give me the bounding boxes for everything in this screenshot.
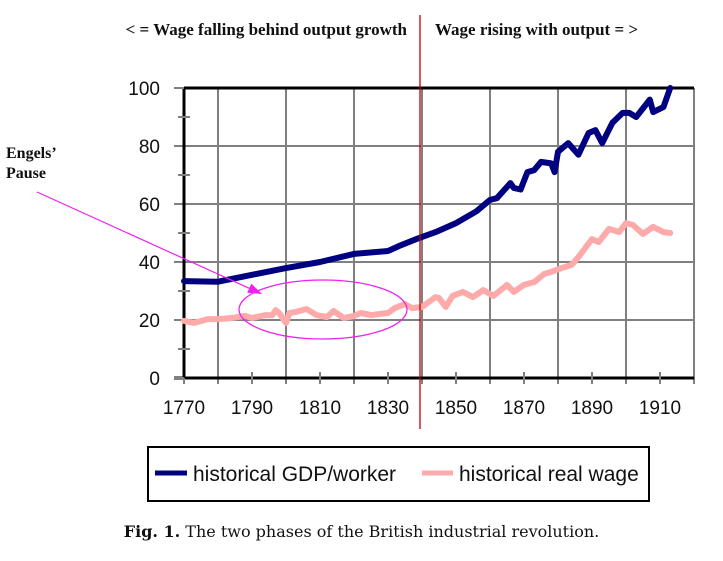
- legend: historical GDP/worker historical real wa…: [147, 446, 650, 502]
- y-tick-label: 80: [139, 137, 160, 158]
- engels-pause-label-line2: Pause: [6, 165, 46, 182]
- x-tick-label: 1910: [639, 398, 681, 419]
- axes: [174, 86, 694, 384]
- annotations-layer: < = Wage falling behind output growth Wa…: [6, 15, 638, 429]
- engels-pause-arrowhead: [247, 283, 262, 294]
- x-tick-label: 1790: [231, 398, 273, 419]
- y-axis-ticks: 0 20 40 60 80 100: [128, 79, 190, 390]
- legend-label-wage: historical real wage: [459, 463, 639, 486]
- x-tick-label: 1890: [571, 398, 613, 419]
- x-tick-label: 1810: [299, 398, 341, 419]
- figure-caption-label: Fig. 1.: [123, 522, 181, 541]
- series-line-gdp-per-worker: [181, 85, 674, 285]
- right-phase-label: Wage rising with output = >: [435, 20, 638, 39]
- y-tick-label: 20: [139, 311, 160, 332]
- y-tick-label: 0: [149, 369, 160, 390]
- x-tick-label: 1830: [367, 398, 409, 419]
- x-axis-ticks: 1770 1790 1810 1830 1850 1870 1890 1910: [163, 372, 681, 419]
- engels-pause-label-line1: Engels’: [6, 145, 57, 162]
- engels-pause-arrow: [36, 191, 255, 291]
- left-phase-label: < = Wage falling behind output growth: [126, 20, 408, 39]
- x-tick-label: 1870: [503, 398, 545, 419]
- grid: [174, 87, 695, 384]
- x-tick-label: 1850: [435, 398, 477, 419]
- y-tick-label: 100: [128, 79, 160, 100]
- series-line-real-wage: [181, 220, 674, 326]
- legend-box: [147, 446, 650, 502]
- y-tick-label: 40: [139, 253, 160, 274]
- y-tick-label: 60: [139, 195, 160, 216]
- figure-caption-text: The two phases of the British industrial…: [180, 522, 600, 541]
- legend-label-gdp: historical GDP/worker: [193, 463, 396, 486]
- figure-caption: Fig. 1. The two phases of the British in…: [0, 522, 723, 541]
- x-tick-label: 1770: [163, 398, 205, 419]
- series-layer: [181, 85, 674, 326]
- engels-pause-ellipse: [238, 279, 408, 340]
